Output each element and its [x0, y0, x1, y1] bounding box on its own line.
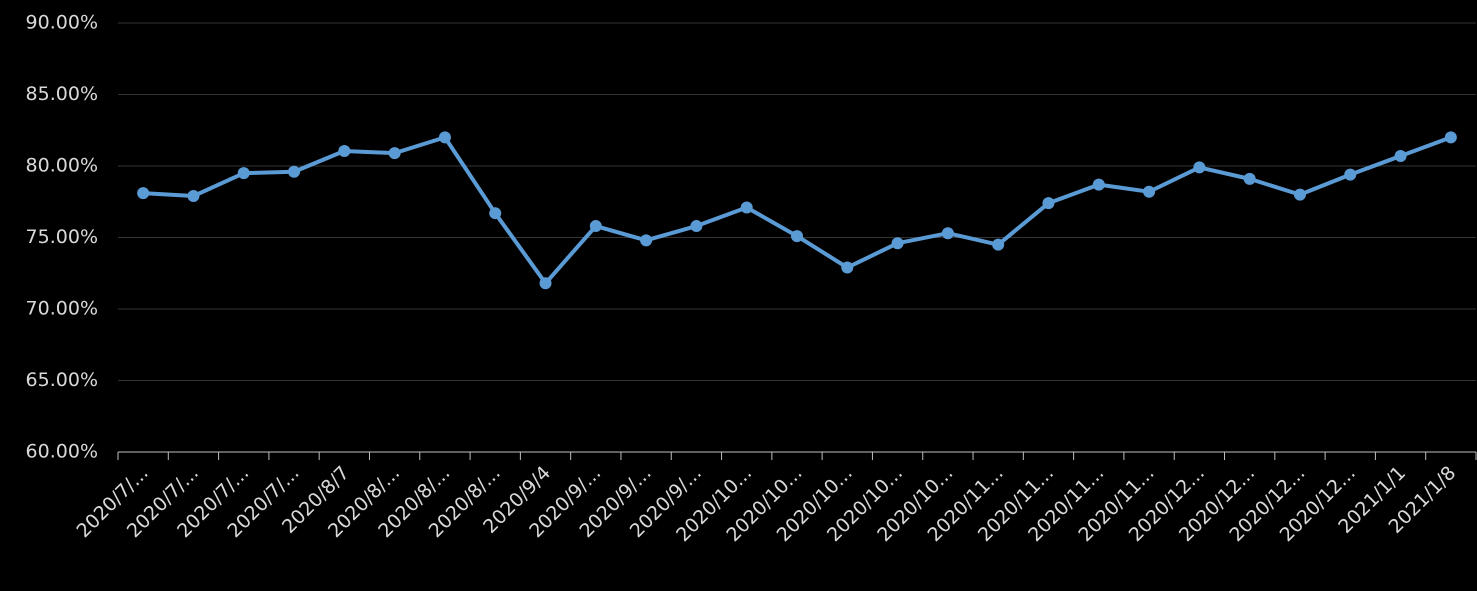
point	[1092, 178, 1105, 191]
y-tick-label: 90.00%	[26, 12, 98, 34]
point	[1042, 197, 1055, 210]
point	[288, 165, 301, 178]
point	[690, 220, 703, 233]
point	[941, 227, 954, 240]
point	[1193, 161, 1206, 174]
point	[992, 238, 1005, 251]
point	[388, 147, 401, 160]
y-tick-label: 70.00%	[26, 298, 98, 320]
point	[187, 190, 200, 203]
point	[438, 131, 451, 144]
point	[489, 207, 502, 220]
point	[338, 144, 351, 157]
y-tick-label: 60.00%	[26, 441, 98, 463]
point	[891, 237, 904, 250]
point	[237, 167, 250, 180]
y-tick-label: 80.00%	[26, 155, 98, 177]
point	[589, 220, 602, 233]
point	[1293, 188, 1306, 201]
point	[791, 230, 803, 243]
point	[640, 234, 653, 247]
point	[1143, 185, 1156, 198]
point	[137, 187, 150, 200]
point	[539, 277, 552, 290]
point	[740, 201, 753, 214]
point	[841, 261, 854, 274]
y-tick-label: 85.00%	[26, 83, 98, 105]
point	[1243, 172, 1256, 185]
line	[143, 135, 1452, 286]
point	[1344, 168, 1357, 181]
point	[1394, 149, 1407, 162]
point	[1444, 131, 1457, 144]
y-tick-label: 75.00%	[26, 226, 98, 248]
y-tick-label: 65.00%	[26, 369, 98, 391]
